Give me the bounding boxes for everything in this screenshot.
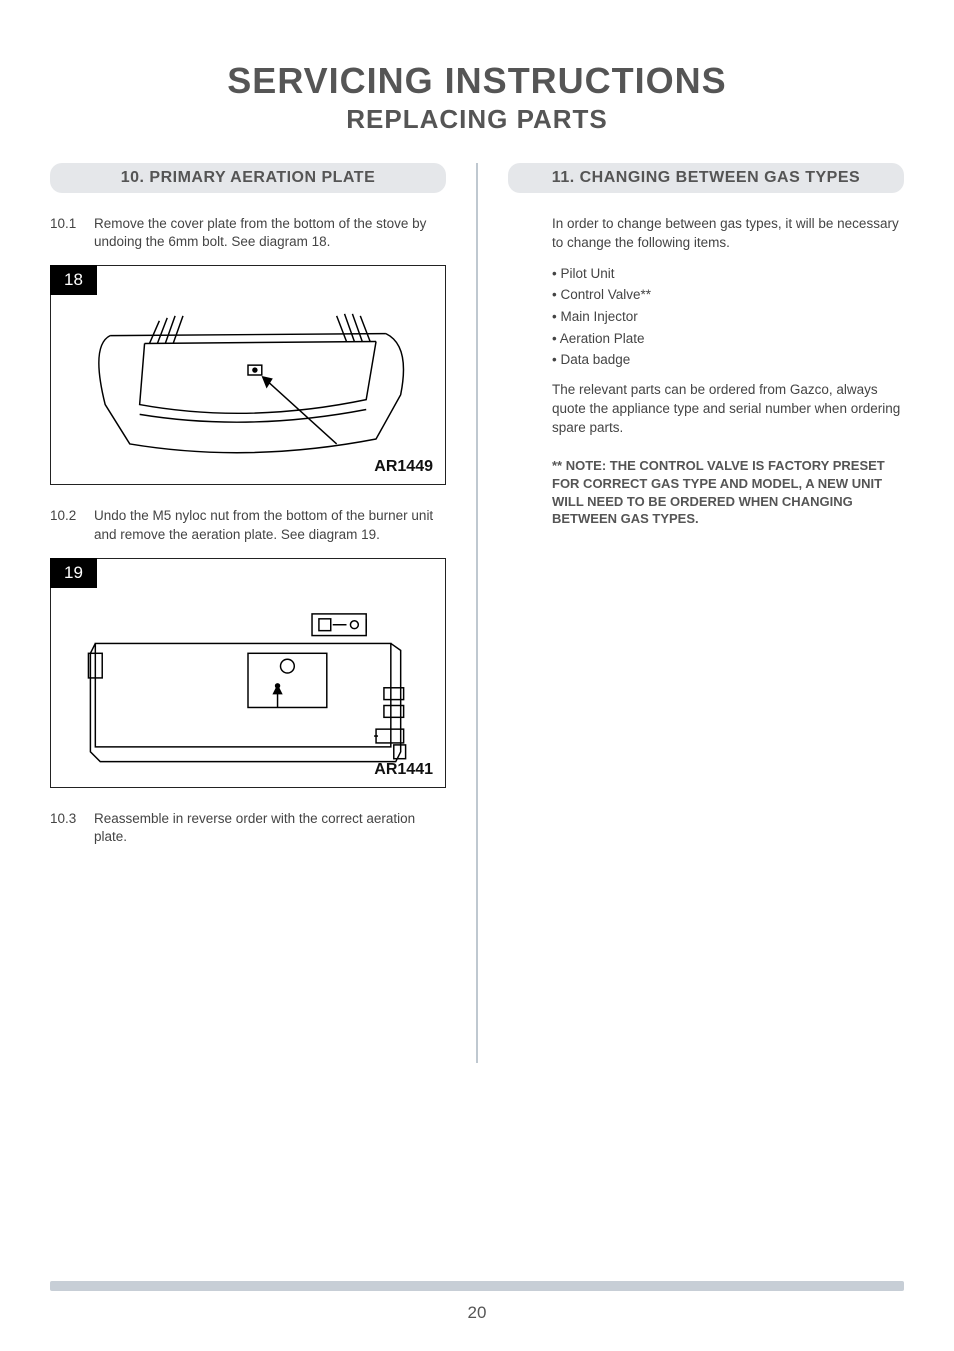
step-text: Remove the cover plate from the bottom o… [94, 215, 446, 251]
sub-title: REPLACING PARTS [50, 104, 904, 135]
step-text: Undo the M5 nyloc nut from the bottom of… [94, 507, 446, 543]
diagram-number-badge: 19 [50, 558, 97, 588]
diagram-code: AR1441 [374, 761, 433, 779]
diagram-number-badge: 18 [50, 265, 97, 295]
bullet-list: Pilot Unit Control Valve** Main Injector… [508, 263, 904, 371]
main-title: SERVICING INSTRUCTIONS [50, 60, 904, 102]
diagram-19-svg [51, 559, 445, 787]
bullet-item: Data badge [552, 349, 904, 371]
bullet-item: Control Valve** [552, 284, 904, 306]
step-number: 10.2 [50, 507, 94, 543]
section-header-10: 10. PRIMARY AERATION PLATE [50, 163, 446, 193]
diagram-18-svg [51, 266, 445, 484]
page-number: 20 [0, 1303, 954, 1323]
step-text: Reassemble in reverse order with the cor… [94, 810, 446, 846]
bullet-item: Pilot Unit [552, 263, 904, 285]
bullet-item: Main Injector [552, 306, 904, 328]
diagram-code: AR1449 [374, 458, 433, 476]
bullet-item: Aeration Plate [552, 328, 904, 350]
diagram-19: 19 [50, 558, 446, 788]
footer-bar [50, 1281, 904, 1291]
note-text: ** NOTE: THE CONTROL VALVE IS FACTORY PR… [508, 457, 904, 527]
diagram-18: 18 [50, 265, 446, 485]
right-column: 11. CHANGING BETWEEN GAS TYPES In order … [478, 163, 904, 1063]
intro-text: In order to change between gas types, it… [508, 215, 904, 253]
section-header-11: 11. CHANGING BETWEEN GAS TYPES [508, 163, 904, 193]
step-number: 10.1 [50, 215, 94, 251]
step-10-2: 10.2 Undo the M5 nyloc nut from the bott… [50, 507, 446, 543]
step-10-3: 10.3 Reassemble in reverse order with th… [50, 810, 446, 846]
follow-text: The relevant parts can be ordered from G… [508, 381, 904, 438]
step-number: 10.3 [50, 810, 94, 846]
step-10-1: 10.1 Remove the cover plate from the bot… [50, 215, 446, 251]
left-column: 10. PRIMARY AERATION PLATE 10.1 Remove t… [50, 163, 476, 1063]
two-column-layout: 10. PRIMARY AERATION PLATE 10.1 Remove t… [50, 163, 904, 1063]
page: SERVICING INSTRUCTIONS REPLACING PARTS 1… [0, 0, 954, 1351]
